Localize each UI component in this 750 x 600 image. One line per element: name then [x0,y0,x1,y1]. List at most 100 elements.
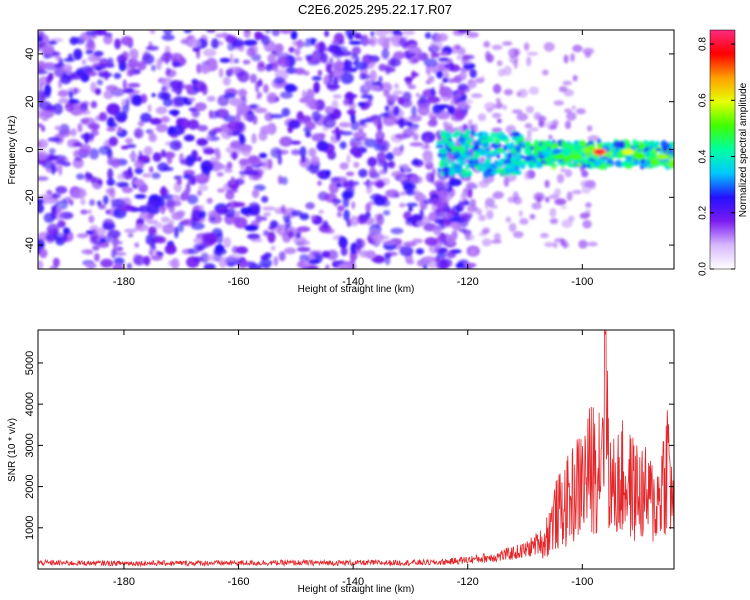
colorbar-tick-label: 0.4 [698,149,709,163]
spectrogram-blob [520,142,525,146]
spectrogram-blob [288,119,301,129]
spectrogram-blob [343,180,349,188]
spectrogram-blob [154,222,164,229]
x-tick-label: -160 [228,276,250,288]
spectrogram-blob [224,208,236,218]
spectrogram-blob [544,179,550,188]
spectrogram-blob [502,41,513,46]
spectrogram-blob [384,105,390,112]
spectrogram-blob [355,136,369,141]
spectrogram-blob [215,108,230,119]
spectrogram-blob [155,106,168,115]
spectrogram-blob [492,192,503,200]
spectrogram-blob [230,176,235,187]
spectrogram-blob [516,112,528,122]
spectrogram-blob [200,252,210,264]
colorbar-label: Normalized spectral amplitude [738,82,749,217]
spectrogram-blob [214,244,225,253]
spectrogram-blob [490,131,495,137]
spectrogram-blob [434,218,445,224]
spectrogram-blob [483,41,491,48]
spectrogram-blob [428,211,439,222]
spectrogram-blob [416,220,426,227]
spectrogram-blob [92,245,100,251]
spectrogram-blob [432,167,436,177]
spectrogram-blob [280,204,286,214]
spectrogram-blob [368,166,377,179]
spectrogram-blob [511,109,523,114]
spectrogram-hotspot [633,153,646,160]
spectrogram-blob [102,222,116,231]
spectrogram-blob [46,75,52,85]
spectrogram-blob [538,151,543,155]
spectrogram-blob [137,60,147,71]
spectrogram-blob [649,158,660,166]
spectrogram-blob [306,95,314,103]
spectrogram-blob [613,140,622,148]
y-tick-label: 2000 [24,474,36,498]
spectrogram-blob [295,232,301,239]
spectrogram-blob [187,194,199,205]
spectrogram-blob [98,203,106,210]
spectrogram-blob [125,64,135,71]
spectrogram-blob [236,149,243,154]
snr-x-ticks: -180 -160 -140 -120 -100 [113,330,593,588]
spectrogram-blob [263,230,270,237]
spectrogram-blob [226,161,233,170]
spectrogram-blob [453,132,458,139]
spectrogram-blob [465,163,470,170]
spectrogram-blob [442,137,450,144]
spectrogram-blob [429,197,441,206]
spectrogram-blob [75,68,84,76]
spectrogram-blob [58,97,69,104]
colorbar-tick-label: 0.0 [698,262,709,276]
spectrogram-blob [322,220,329,230]
spectrogram-blob [263,252,272,259]
spectrogram-blob [241,96,247,105]
spectrogram-blob [326,249,339,261]
spectrogram-blob [587,140,594,145]
spectrogram-blob [403,163,410,174]
spectrogram-blob [649,140,656,146]
snr-background [38,330,674,569]
spectrogram-blob [304,102,316,108]
spectrogram-blob [381,48,390,60]
spectrogram-blob [238,170,251,175]
spectrogram-blob [382,240,396,245]
spectrogram-blob [351,46,361,55]
spectrogram-blob [562,147,567,155]
spectrogram-blob [150,254,163,261]
spectrogram-blob [534,162,544,169]
spectrogram-blob [233,41,248,46]
spectrogram-blob [555,142,559,149]
spectrogram-blob [460,192,467,201]
spectrogram-blob [385,152,395,161]
spectrogram-blob [491,112,502,119]
spectrogram-blob [280,91,293,99]
spectrogram-blob [509,55,519,64]
spectrogram-blob [584,151,591,157]
spectrogram-panel: -180 -160 -140 -120 -100 -40 -20 0 20 40 Height … [7,29,675,295]
spectrogram-blob [467,151,472,157]
spectrogram-blob [108,136,119,147]
spectrogram-blob [219,57,231,63]
spectrogram-blob [126,143,137,149]
spectrogram-blob [38,70,49,75]
spectrogram-blob [44,84,52,96]
y-tick-label: -40 [24,237,36,253]
x-tick-label: -180 [113,276,135,288]
spectrogram-blob [107,229,121,239]
spectrogram-blob [143,255,151,266]
spectrogram-blob [444,63,450,69]
spectrogram-blob [273,256,279,267]
spectrogram-blob [549,218,559,225]
spectrogram-blob [207,254,217,262]
spectrogram-blob [117,126,122,133]
spectrogram-blob [197,124,209,132]
spectrogram-blob [187,176,196,185]
spectrogram-blob [339,141,347,150]
spectrogram-blob [271,60,279,72]
spectrogram-peak-core [594,149,605,155]
spectrogram-blob [306,266,320,269]
spectrogram-blob [424,137,430,149]
